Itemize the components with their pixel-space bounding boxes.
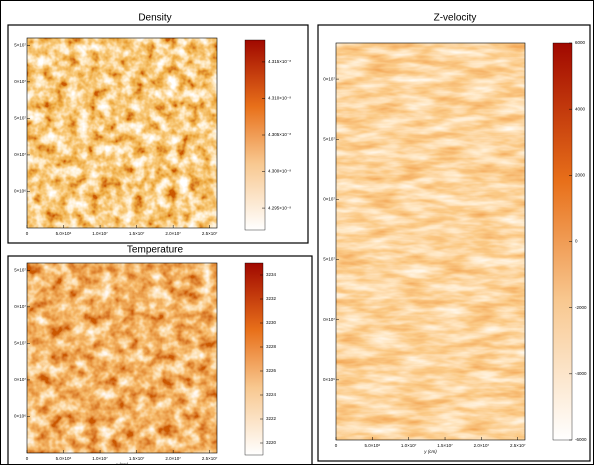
y-tick-label: 0×10⁷ bbox=[323, 76, 335, 81]
colorbar bbox=[245, 263, 263, 455]
y-tick-label: 0×10⁷ bbox=[14, 304, 26, 309]
colorbar-tick-label: 3220 bbox=[266, 440, 277, 445]
colorbar-tick-label: 4000 bbox=[575, 106, 586, 111]
colorbar-tick-label: -6000 bbox=[575, 437, 587, 442]
x-tick-label: 1.5×10⁷ bbox=[437, 443, 453, 448]
colorbar-tick-label: -2000 bbox=[575, 305, 587, 310]
x-tick-label: 1.0×10⁷ bbox=[92, 231, 108, 236]
heatmap-image bbox=[27, 263, 217, 453]
y-tick-label: 0×10⁷ bbox=[323, 317, 335, 322]
y-tick-label: 5×10⁷ bbox=[14, 42, 26, 47]
x-tick-label: 0 bbox=[335, 443, 338, 448]
y-tick-label: 5×10⁷ bbox=[323, 257, 335, 262]
heatmap-image bbox=[336, 43, 525, 440]
x-tick-label: 2.5×10⁷ bbox=[510, 443, 526, 448]
panel-title: Temperature bbox=[127, 245, 184, 256]
colorbar-tick-label: 0 bbox=[575, 239, 578, 244]
x-tick-label: 5.0×10⁶ bbox=[364, 443, 380, 448]
colorbar-tick-label: 4.300×10⁻⁸ bbox=[268, 169, 291, 174]
y-tick-label: 0×10⁷ bbox=[14, 377, 26, 382]
y-tick-label: 0×10⁷ bbox=[14, 79, 26, 84]
colorbar-tick-label: 2000 bbox=[575, 173, 586, 178]
colorbar-tick-label: 4.310×10⁻⁸ bbox=[268, 96, 291, 101]
x-tick-label: 1.5×10⁷ bbox=[129, 456, 145, 461]
panel-title: Density bbox=[138, 13, 171, 24]
colorbar-tick-label: 3228 bbox=[266, 344, 277, 349]
colorbar-tick-label: 6000 bbox=[575, 40, 586, 45]
colorbar-tick-label: 3224 bbox=[266, 392, 277, 397]
x-tick-label: 5.0×10⁶ bbox=[56, 456, 72, 461]
colorbar-tick-label: -4000 bbox=[575, 371, 587, 376]
heatmap-image bbox=[27, 38, 217, 228]
colorbar-tick-label: 4.305×10⁻⁸ bbox=[268, 132, 291, 137]
colorbar-tick-label: 3232 bbox=[266, 296, 277, 301]
x-tick-label: 2.0×10⁷ bbox=[165, 456, 181, 461]
colorbar-tick-label: 4.295×10⁻⁸ bbox=[268, 205, 291, 210]
x-tick-label: 1.0×10⁷ bbox=[92, 456, 108, 461]
y-tick-label: 0×10⁶ bbox=[14, 189, 26, 194]
x-tick-label: 2.0×10⁷ bbox=[165, 231, 181, 236]
x-tick-label: 2.0×10⁷ bbox=[474, 443, 490, 448]
x-tick-label: 1.0×10⁷ bbox=[401, 443, 417, 448]
y-tick-label: 5×10⁷ bbox=[14, 116, 26, 121]
y-tick-label: 0×10⁷ bbox=[14, 152, 26, 157]
x-tick-label: 0 bbox=[26, 231, 29, 236]
x-tick-label: 0 bbox=[26, 456, 29, 461]
y-tick-label: 0×10⁶ bbox=[14, 414, 26, 419]
y-tick-label: 5×10⁷ bbox=[323, 136, 335, 141]
x-axis-label: y (cm) bbox=[423, 449, 437, 454]
y-tick-label: 5×10⁷ bbox=[14, 341, 26, 346]
colorbar-tick-label: 3234 bbox=[266, 272, 277, 277]
y-tick-label: 0×10⁶ bbox=[323, 377, 335, 382]
colorbar-tick-label: 4.315×10⁻⁸ bbox=[268, 59, 291, 64]
colorbar-tick-label: 3222 bbox=[266, 416, 277, 421]
figure: Density 0 5.0×10⁶ 1.0×10⁷ 1.5×10⁷ 2.0×10⁷ 2.5×… bbox=[0, 0, 594, 465]
colorbar-tick-label: 3226 bbox=[266, 368, 277, 373]
x-tick-label: 2.5×10⁷ bbox=[202, 456, 218, 461]
x-tick-label: 2.5×10⁷ bbox=[202, 231, 218, 236]
x-tick-label: 1.5×10⁷ bbox=[129, 231, 145, 236]
panel-title: Z-velocity bbox=[434, 13, 477, 24]
y-tick-label: 0×10⁷ bbox=[323, 197, 335, 202]
x-tick-label: 5.0×10⁶ bbox=[56, 231, 72, 236]
colorbar-tick-label: 3230 bbox=[266, 320, 277, 325]
y-tick-label: 5×10⁷ bbox=[14, 267, 26, 272]
